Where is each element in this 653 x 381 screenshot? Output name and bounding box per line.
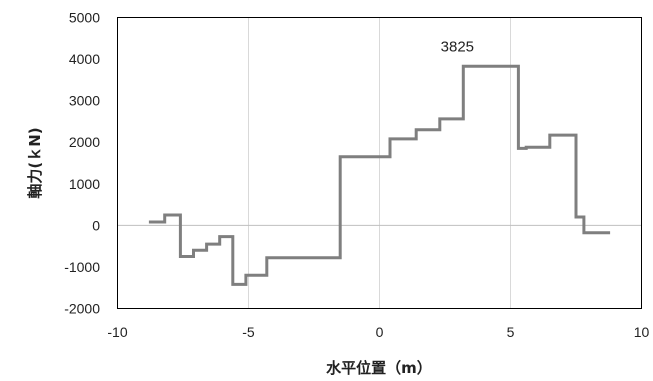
x-tick-labels: -10 -5 0 5 10 xyxy=(107,324,649,340)
y-tick-label: -1000 xyxy=(64,259,100,275)
x-tick-label: 10 xyxy=(634,324,650,340)
series-line xyxy=(148,64,611,286)
grid-lines xyxy=(248,17,511,309)
y-tick-label: 5000 xyxy=(69,10,100,26)
y-tick-label: 1000 xyxy=(69,176,100,192)
y-tick-label: 0 xyxy=(92,217,100,233)
x-tick-label: 5 xyxy=(507,324,515,340)
y-tick-label: 4000 xyxy=(69,51,100,67)
series-layer xyxy=(148,64,611,286)
x-tick-label: -5 xyxy=(242,324,255,340)
y-tick-labels: -2000 -1000 0 1000 2000 3000 4000 5000 xyxy=(64,10,100,317)
plot-border xyxy=(117,17,642,309)
y-tick-label: 2000 xyxy=(69,134,100,150)
y-tick-label: 3000 xyxy=(69,93,100,109)
peak-annotation: 3825 xyxy=(441,38,474,55)
x-axis-label: 水平位置（m） xyxy=(326,359,432,377)
x-tick-label: 0 xyxy=(376,324,384,340)
x-tick-label: -10 xyxy=(107,324,127,340)
y-tick-label: -2000 xyxy=(64,301,100,317)
y-axis-label: 軸力(ｋN) xyxy=(26,127,44,198)
